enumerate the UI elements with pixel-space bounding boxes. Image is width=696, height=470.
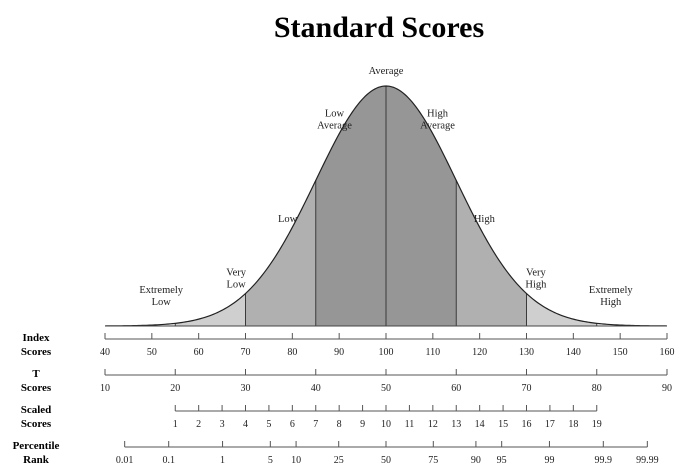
scale-label: Scores bbox=[21, 346, 52, 358]
scale-tick-label: 99 bbox=[544, 455, 554, 466]
scale-tick-label: 6 bbox=[290, 419, 295, 430]
scale-tick-label: 15 bbox=[498, 419, 508, 430]
scale-label: Rank bbox=[23, 454, 50, 466]
scale-tick-label: 16 bbox=[522, 419, 532, 430]
scale-tick-label: 9 bbox=[360, 419, 365, 430]
scale-index-scores: Index Scores 40 50 60 70 80 90 100 110 120 130 140 15… bbox=[21, 332, 675, 358]
scale-tick-label: 11 bbox=[405, 419, 415, 430]
scale-tick-label: 10 bbox=[100, 383, 110, 394]
band-label: Average bbox=[317, 121, 352, 132]
band-label: Low bbox=[227, 279, 247, 290]
scale-tick-label: 75 bbox=[428, 455, 438, 466]
scale-tick-label: 30 bbox=[241, 383, 251, 394]
scale-tick-label: 7 bbox=[313, 419, 318, 430]
scale-tick-label: 80 bbox=[592, 383, 602, 394]
band-label: Average bbox=[369, 66, 404, 77]
curve-outline bbox=[104, 85, 668, 327]
scale-tick-label: 19 bbox=[592, 419, 602, 430]
scale-label: Scaled bbox=[21, 404, 52, 416]
scale-tick-label: 90 bbox=[471, 455, 481, 466]
scale-label: Percentile bbox=[13, 440, 60, 452]
scale-tick-label: 14 bbox=[475, 419, 485, 430]
scale-tick-label: 70 bbox=[241, 347, 251, 358]
diagram-title: Standard Scores bbox=[274, 11, 484, 44]
scale-tick-label: 10 bbox=[291, 455, 301, 466]
scale-tick-label: 40 bbox=[311, 383, 321, 394]
scale-tick-label: 3 bbox=[220, 419, 225, 430]
scale-tick-label: 99.99 bbox=[636, 455, 659, 466]
band-label: Average bbox=[420, 121, 455, 132]
band-label: Extremely bbox=[139, 285, 183, 296]
scale-tick-label: 90 bbox=[662, 383, 672, 394]
scale-tick-label: 150 bbox=[613, 347, 628, 358]
scale-tick-label: 12 bbox=[428, 419, 438, 430]
scale-tick-label: 50 bbox=[381, 455, 391, 466]
scale-tick-label: 70 bbox=[522, 383, 532, 394]
scale-tick-label: 130 bbox=[519, 347, 534, 358]
scale-tick-label: 20 bbox=[170, 383, 180, 394]
band-dividers bbox=[174, 86, 598, 326]
scale-tick-label: 140 bbox=[566, 347, 581, 358]
band-label: Extremely bbox=[589, 285, 633, 296]
scale-tick-label: 60 bbox=[451, 383, 461, 394]
scale-tick-label: 5 bbox=[266, 419, 271, 430]
scale-tick-label: 18 bbox=[568, 419, 578, 430]
band-label: High bbox=[525, 279, 547, 290]
scale-tick-label: 8 bbox=[337, 419, 342, 430]
band-label: Very bbox=[226, 267, 247, 278]
scale-label: Index bbox=[23, 332, 50, 344]
scale-tick-label: 25 bbox=[334, 455, 344, 466]
band-region bbox=[526, 293, 597, 326]
band-label: Low bbox=[152, 297, 172, 308]
scale-tick-label: 80 bbox=[287, 347, 297, 358]
scale-tick-label: 95 bbox=[497, 455, 507, 466]
scale-tick-label: 120 bbox=[472, 347, 487, 358]
scale-tick-label: 160 bbox=[660, 347, 675, 358]
band-labels: ExtremelyLowVeryLowLowLowAverageAverageH… bbox=[139, 66, 633, 308]
scale-tick-label: 100 bbox=[379, 347, 394, 358]
scale-tick-label: 50 bbox=[381, 383, 391, 394]
scale-label: T bbox=[32, 368, 40, 380]
scale-tick-label: 40 bbox=[100, 347, 110, 358]
scale-tick-label: 110 bbox=[426, 347, 441, 358]
scale-tick-label: 1 bbox=[220, 455, 225, 466]
scale-tick-label: 60 bbox=[194, 347, 204, 358]
scale-tick-label: 4 bbox=[243, 419, 248, 430]
scale-tick-label: 90 bbox=[334, 347, 344, 358]
scale-tick-label: 17 bbox=[545, 419, 555, 430]
band-label: Low bbox=[325, 109, 345, 120]
scale-tick-label: 5 bbox=[268, 455, 273, 466]
scale-tick-label: 50 bbox=[147, 347, 157, 358]
scale-tick-label: 0.01 bbox=[116, 455, 134, 466]
scale-tick-label: 13 bbox=[451, 419, 461, 430]
band-label: High bbox=[427, 109, 449, 120]
scale-tick-label: 0.1 bbox=[162, 455, 175, 466]
scale-percentile-rank: Percentile Rank 0.01 0.1 1 5 10 25 50 75 90 95 99 99.… bbox=[13, 440, 659, 466]
band-label: High bbox=[474, 214, 496, 225]
scale-tick-label: 10 bbox=[381, 419, 391, 430]
scale-label: Scores bbox=[21, 382, 52, 394]
band-label: Very bbox=[526, 267, 547, 278]
bell-curve bbox=[104, 85, 668, 327]
scale-tick-label: 99.9 bbox=[595, 455, 613, 466]
band-region bbox=[175, 293, 246, 326]
band-label: High bbox=[600, 297, 622, 308]
scale-tick-label: 1 bbox=[173, 419, 178, 430]
scale-tick-label: 2 bbox=[196, 419, 201, 430]
band-label: Low bbox=[278, 214, 298, 225]
scale-label: Scores bbox=[21, 418, 52, 430]
scale-t-scores: T Scores 10 20 30 40 50 60 70 80 90 bbox=[21, 368, 672, 394]
